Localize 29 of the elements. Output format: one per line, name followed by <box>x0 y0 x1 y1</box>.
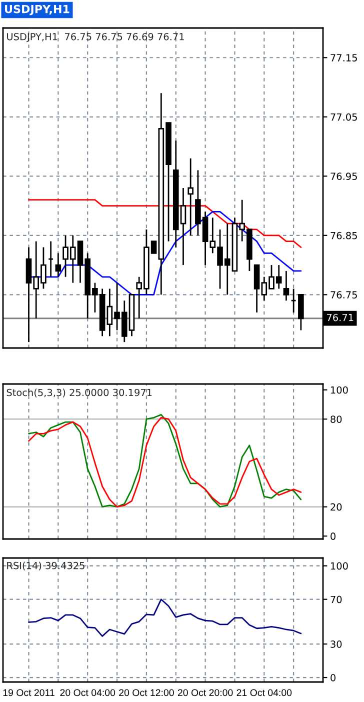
y-tick-label: 100 <box>331 386 348 394</box>
candlestick <box>298 294 304 331</box>
y-tick-label: 76.85 <box>330 232 357 240</box>
y-tick-label: 0 <box>330 532 336 540</box>
y-tick-label: 70 <box>330 596 342 604</box>
y-tick-label: 76.95 <box>330 172 357 180</box>
y-tick-label: 30 <box>330 640 342 648</box>
x-tick-label: 20 Oct 20:00 <box>178 689 233 696</box>
candlestick <box>188 158 194 236</box>
x-tick-label: 20 Oct 12:00 <box>119 689 174 696</box>
y-tick-label: 77.15 <box>330 54 357 62</box>
line-series <box>28 199 302 248</box>
chart-title: Stoch(5,3,3) 25.0000 30.1971 <box>6 388 152 398</box>
chart-subtitle: USDJPY,H1 76.75 76.75 76.69 76.71 <box>7 32 184 42</box>
y-tick-label: 80 <box>330 416 342 423</box>
y-tick-label: 76.75 <box>330 291 357 298</box>
ref-line-label: 76.71 <box>327 314 354 322</box>
y-tick-label: 0 <box>330 674 336 682</box>
chart-title: USDJPY,H1 <box>5 4 70 16</box>
y-tick-label: 20 <box>330 503 342 511</box>
candlestick <box>55 252 62 278</box>
x-tick-label: 19 Oct 2011 <box>3 689 54 696</box>
x-tick-label: 21 Oct 04:00 <box>236 689 292 696</box>
x-tick-label: 20 Oct 04:00 <box>60 689 116 696</box>
chart-title: RSI(14) 39.4325 <box>7 562 84 570</box>
candlestick <box>283 270 290 302</box>
y-tick-label: 100 <box>331 562 348 570</box>
line-series <box>28 598 302 637</box>
y-tick-label: 77.05 <box>330 113 357 121</box>
